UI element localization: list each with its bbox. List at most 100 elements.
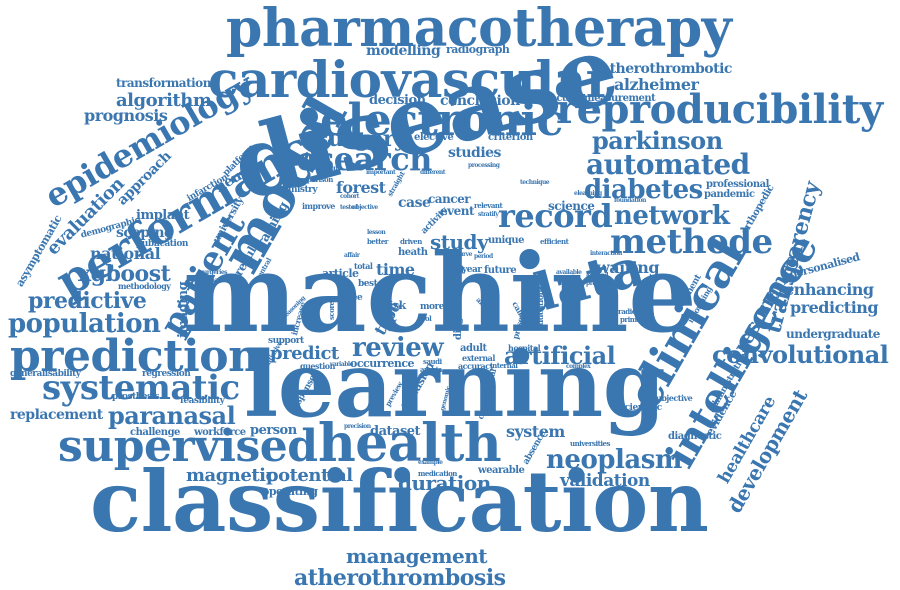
word-operating: operating — [262, 485, 318, 498]
word-question: question — [300, 361, 335, 371]
word-best: best — [358, 279, 378, 289]
word-duration: duration — [398, 471, 491, 495]
word-technique: technique — [520, 179, 550, 186]
word-important: important — [366, 169, 396, 176]
word-elective: elective — [414, 132, 454, 143]
word-artificial: artificial — [504, 341, 616, 370]
word-curve: curve — [456, 251, 472, 258]
word-score: score — [327, 301, 336, 320]
word-regression: regression — [142, 369, 191, 379]
word-study: study — [430, 230, 489, 254]
word-health: health — [318, 413, 502, 474]
word-undergraduate: undergraduate — [786, 327, 880, 341]
word-improve: improve — [302, 201, 335, 211]
word-precision: precision — [344, 423, 371, 430]
word-unique: unique — [488, 235, 524, 246]
word-criterion: criterion — [488, 132, 533, 143]
word-case: case — [398, 195, 431, 211]
word-implant: implant — [136, 208, 190, 223]
word-alzheimer: alzheimer — [614, 75, 699, 94]
word-enhancing: enhancing — [784, 280, 874, 299]
word-support: support — [268, 336, 304, 346]
word-publication: publication — [136, 239, 188, 249]
word-pandemic: pandemic — [704, 189, 755, 200]
word-surgery: surgery — [316, 126, 407, 152]
word-replacement: replacement — [10, 407, 103, 423]
word-wearable: wearable — [478, 465, 525, 476]
word-occurrence: occurrence — [350, 357, 415, 370]
word-prosthesis: prosthesis — [112, 392, 160, 402]
word-predict: predict — [270, 343, 339, 364]
word-foundation: foundation — [614, 197, 646, 204]
word-example: example — [418, 459, 443, 466]
word-universities: universities — [570, 439, 610, 448]
word-tool: tool — [418, 314, 432, 323]
word-research: research — [280, 140, 432, 178]
word-network: network — [614, 201, 730, 231]
word-pharmacotherapy: pharmacotherapy — [226, 0, 732, 59]
word-comparison: comparison — [292, 175, 333, 184]
word-fact: fact — [445, 265, 465, 276]
word-conclusion: conclusion — [440, 93, 520, 109]
word-generalisability: generalisability — [10, 369, 81, 379]
word-scientific: scientific — [620, 403, 662, 413]
word-objective: objective — [352, 204, 378, 211]
word-stratify: stratify — [478, 211, 499, 218]
word-magnetic: magnetic — [186, 465, 276, 486]
word-dataset: dataset — [370, 424, 421, 439]
word-system: system — [506, 422, 565, 441]
word-total: total — [354, 261, 373, 271]
word-population: population — [8, 309, 161, 339]
word-prediction: prediction — [10, 331, 260, 382]
word-complex: complex — [566, 363, 591, 370]
word-radiology: radiology — [618, 307, 651, 316]
word-record: record — [498, 197, 613, 235]
word-management: management — [346, 544, 488, 568]
word-period: period — [474, 253, 493, 260]
word-diagnostic: diagnostic — [668, 431, 722, 442]
word-measurement: measurement — [584, 93, 656, 104]
word-cohort: cohort — [340, 193, 359, 200]
word-electronic: electronic — [320, 95, 563, 146]
word-learned: learned — [586, 272, 609, 279]
word-person: person — [250, 423, 297, 438]
word-year: year — [462, 265, 482, 275]
word-machine: machine — [183, 231, 697, 357]
word-reproducibility: reproducibility — [556, 86, 883, 133]
word-saudi: saudi — [423, 357, 442, 366]
word-adult: adult — [460, 343, 487, 354]
word-variable: variable — [330, 361, 354, 368]
word-tested: tested — [340, 204, 358, 211]
word-future: future — [484, 265, 517, 276]
word-relevant: relevant — [474, 201, 503, 210]
word-diabetes: diabetes — [584, 175, 703, 205]
word-decision: decision — [369, 93, 426, 108]
word-forest: forest — [336, 178, 386, 197]
word-surgeries: surgeries — [200, 269, 228, 276]
word-lesson: lesson — [367, 229, 386, 236]
word-xgboost: xgboost — [78, 261, 171, 287]
word-internal: internal — [490, 361, 518, 370]
word-better: better — [367, 237, 388, 246]
word-available: available — [556, 269, 582, 276]
word-convolutional: convolutional — [712, 340, 889, 369]
word-scoping: scoping — [116, 225, 174, 241]
word-methode: methode — [610, 222, 773, 262]
word-challenge: challenge — [130, 427, 180, 438]
word-imaging: imaging — [176, 281, 191, 338]
word-waiting: waiting — [596, 258, 660, 277]
word-arabia: arabia — [420, 365, 442, 374]
word-learning: learning — [244, 332, 666, 438]
word-practice: practice — [586, 280, 610, 287]
word-systematic: systematic — [42, 368, 240, 408]
word-event: event — [440, 204, 475, 218]
word-national: national — [90, 244, 161, 263]
word-efficient: efficient — [540, 237, 569, 246]
word-cardiovascular: cardiovascular — [208, 50, 612, 109]
word-subjective: subjective — [652, 393, 693, 403]
word-parkinson: parkinson — [592, 126, 723, 155]
word-algorithm: algorithm — [116, 90, 212, 111]
word-review: review — [352, 333, 444, 363]
word-hospital: hospital — [508, 343, 541, 353]
